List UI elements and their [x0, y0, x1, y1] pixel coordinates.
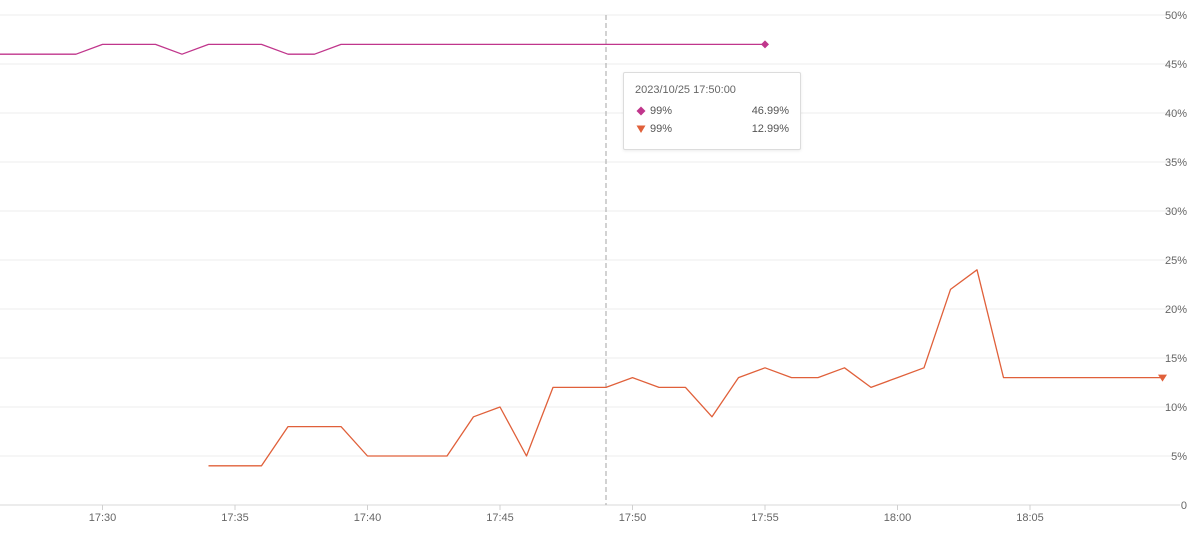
series-1: [0, 40, 769, 55]
series-line: [0, 43, 765, 55]
y-tick-label: 10%: [1165, 402, 1187, 414]
y-tick-label: 15%: [1165, 353, 1187, 365]
y-tick-label: 20%: [1165, 304, 1187, 316]
y-tick-label: 40%: [1165, 108, 1187, 120]
y-tick-label: 0: [1181, 500, 1187, 512]
x-tick-label: 17:40: [354, 512, 382, 524]
tooltip: 2023/10/25 17:50:00 99% 46.99% 99% 12.99…: [623, 72, 801, 150]
series-group: [0, 40, 1167, 467]
triangle-down-icon: [635, 120, 647, 138]
diamond-icon: [635, 102, 647, 120]
grid: [0, 14, 1180, 506]
x-tick-label: 18:05: [1016, 512, 1044, 524]
x-tick-label: 17:50: [619, 512, 647, 524]
x-axis: 17:30 17:35 17:40 17:45 17:50 17:55 18:00 18:05: [89, 505, 1044, 524]
series-2: [208, 269, 1167, 467]
x-tick-label: 17:55: [751, 512, 779, 524]
tooltip-series-value: 12.99%: [751, 123, 789, 135]
tooltip-series-name: 99%: [650, 123, 673, 135]
y-tick-label: 5%: [1171, 451, 1187, 463]
x-tick-label: 17:30: [89, 512, 117, 524]
tooltip-row-2: 99% 12.99%: [635, 120, 789, 138]
y-tick-label: 30%: [1165, 206, 1187, 218]
x-tick-label: 17:35: [221, 512, 249, 524]
y-tick-label: 45%: [1165, 59, 1187, 71]
y-tick-label: 25%: [1165, 255, 1187, 267]
x-tick-label: 17:45: [486, 512, 514, 524]
y-tick-label: 35%: [1165, 157, 1187, 169]
diamond-marker: [761, 40, 769, 49]
tooltip-row-1: 99% 46.99%: [635, 102, 789, 120]
tooltip-series-name: 99%: [650, 105, 673, 117]
x-tick-label: 18:00: [884, 512, 912, 524]
series-line: [208, 269, 1163, 467]
triangle-down-marker: [1158, 374, 1167, 382]
y-axis: 0 5% 10% 15% 20% 25% 30% 35% 40% 45% 50%: [1165, 10, 1187, 512]
tooltip-series-value: 46.99%: [751, 105, 789, 117]
tooltip-title: 2023/10/25 17:50:00: [635, 84, 736, 96]
y-tick-label: 50%: [1165, 10, 1187, 22]
